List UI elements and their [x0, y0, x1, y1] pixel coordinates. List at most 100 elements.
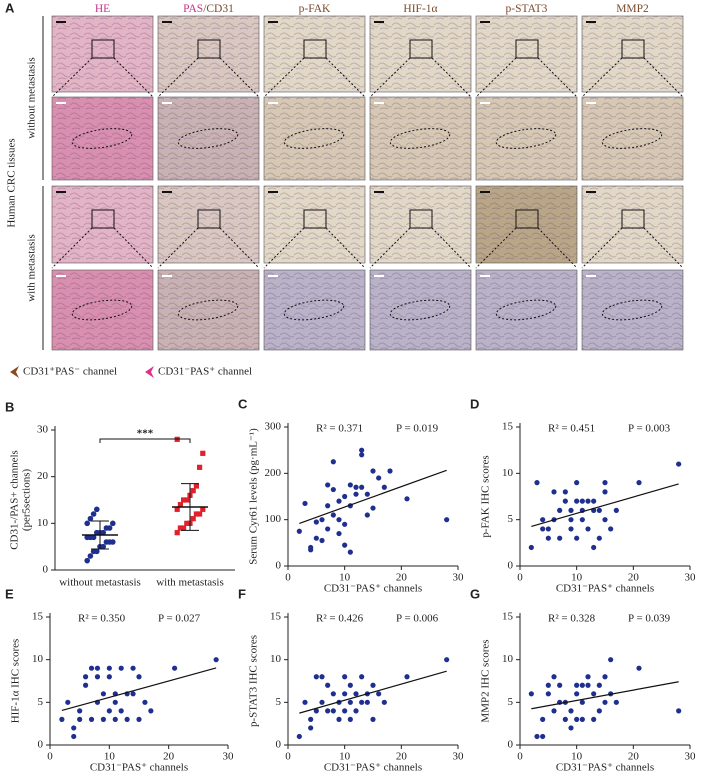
data-point: [148, 708, 154, 714]
legend-arrow: [145, 366, 154, 378]
inset-box: [303, 209, 327, 229]
data-point: [177, 525, 183, 531]
inset-box: [409, 209, 433, 229]
x-tick-label: without metastasis: [59, 577, 141, 589]
data-point: [200, 506, 206, 512]
y-axis-label: HIF-1α IHC scores: [10, 639, 22, 724]
stat-annotation: P = 0.003: [628, 423, 671, 435]
micrograph-texture: [264, 97, 365, 180]
data-point: [364, 512, 370, 518]
y-tick-label: 5: [508, 513, 514, 525]
y-tick-label: 0: [276, 739, 282, 751]
data-point: [585, 526, 591, 532]
data-point: [130, 691, 136, 697]
data-point: [94, 548, 100, 555]
data-point: [574, 480, 580, 486]
data-point: [87, 553, 94, 559]
micrograph-texture: [582, 16, 683, 92]
trend-line: [299, 670, 447, 714]
data-point: [574, 535, 580, 541]
data-point: [545, 691, 551, 697]
data-point: [118, 708, 124, 714]
data-point: [353, 491, 359, 497]
data-point: [676, 461, 682, 467]
data-point: [90, 534, 97, 541]
data-point: [562, 716, 568, 723]
data-point: [184, 520, 190, 526]
data-point: [325, 708, 331, 714]
data-point: [381, 699, 387, 705]
zoom-line: [643, 227, 684, 269]
zoom-line: [537, 57, 578, 98]
vessel-outline: [177, 128, 239, 149]
inset-box: [515, 209, 539, 229]
data-point: [319, 537, 325, 544]
data-point: [574, 716, 580, 723]
column-header: PAS/CD31: [183, 3, 234, 15]
data-point: [336, 716, 342, 723]
panel-letter: F: [238, 586, 246, 601]
data-point: [319, 699, 325, 705]
data-point: [353, 708, 359, 714]
data-point: [528, 691, 534, 697]
data-point: [330, 512, 336, 518]
data-point: [296, 528, 302, 534]
significance-label: ***: [137, 428, 154, 440]
zoom-line: [157, 57, 199, 98]
y-tick-label: 20: [37, 470, 49, 482]
y-tick-label: 100: [265, 513, 282, 525]
data-point: [591, 544, 597, 551]
micrograph-texture: [264, 186, 365, 263]
zoom-line: [325, 227, 366, 269]
y-tick-label: 5: [38, 696, 44, 708]
inset-box: [197, 39, 221, 59]
data-point: [77, 716, 83, 723]
data-point: [142, 699, 148, 705]
data-point: [534, 733, 540, 740]
data-point: [596, 708, 602, 714]
data-point: [71, 733, 77, 740]
data-point: [319, 517, 325, 523]
y-tick-label: 200: [265, 467, 282, 479]
vessel-outline: [601, 299, 663, 321]
vessel-outline: [283, 128, 345, 149]
data-point: [347, 682, 353, 688]
x-tick-label: 0: [285, 751, 291, 763]
data-point: [130, 665, 136, 671]
stat-annotation: P = 0.027: [158, 613, 201, 625]
data-point: [376, 475, 382, 481]
stat-annotation: R² = 0.426: [316, 613, 364, 625]
data-point: [591, 716, 597, 723]
trend-line: [61, 667, 217, 711]
data-point: [585, 674, 591, 680]
data-point: [65, 699, 71, 705]
data-point: [585, 682, 591, 688]
column-header-part: p-FAK: [299, 3, 331, 15]
row-group-label: without metastasis: [26, 57, 38, 139]
data-point: [84, 520, 90, 527]
y-tick-label: 300: [265, 421, 282, 433]
data-point: [308, 716, 314, 723]
vessel-outline: [389, 299, 451, 321]
data-point: [106, 525, 113, 531]
data-point: [551, 708, 557, 714]
x-tick-label: 30: [453, 572, 465, 584]
data-point: [94, 665, 101, 671]
data-point: [342, 674, 348, 680]
data-point: [181, 525, 187, 531]
trend-line: [531, 483, 679, 527]
panel-letter: E: [5, 586, 14, 601]
data-point: [540, 517, 546, 523]
x-tick-label: 20: [628, 572, 640, 584]
data-point: [596, 682, 602, 688]
data-point: [574, 498, 580, 504]
data-point: [83, 674, 89, 680]
data-point: [444, 517, 450, 523]
data-point: [545, 535, 551, 541]
data-point: [574, 682, 580, 688]
data-point: [545, 682, 551, 688]
data-point: [88, 716, 95, 723]
significance-bracket: [99, 438, 191, 443]
y-tick-label: 10: [32, 653, 44, 665]
zoom-line: [431, 57, 472, 98]
